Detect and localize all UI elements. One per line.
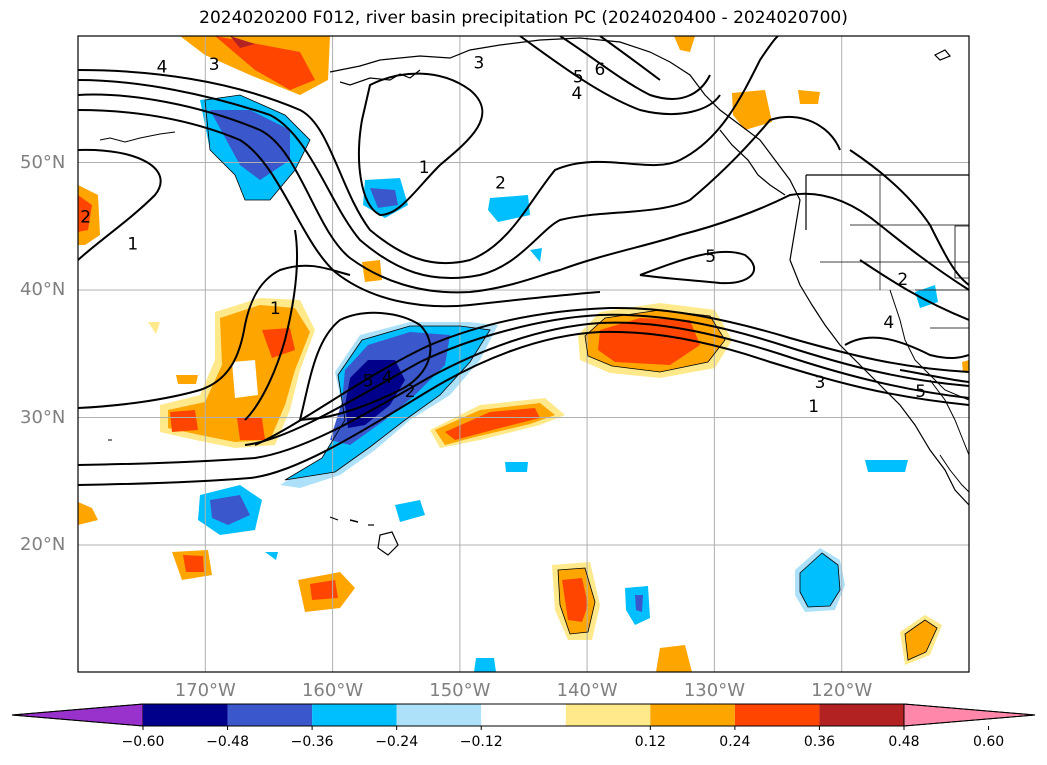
latitude-label: 50°N (20, 152, 66, 174)
longitude-label: 170°W (174, 680, 236, 701)
longitude-label: 120°W (811, 680, 873, 701)
colorbar-bin (396, 704, 482, 726)
contour-lines (78, 36, 969, 486)
colorbar-tick-label: 0.60 (972, 734, 1005, 750)
contour-value-label: 5 (573, 68, 584, 88)
contour-value-label: 4 (883, 313, 894, 333)
positive-anomaly-region (215, 36, 315, 90)
colorbar-tick-label: 0.36 (803, 734, 836, 750)
colorbar-bin (481, 704, 566, 726)
colorbar-under-extension (11, 703, 144, 727)
latitude-label: 20°N (20, 533, 66, 555)
colorbar-tick-label: 0.12 (634, 734, 666, 750)
colorbar-bin (819, 704, 904, 726)
colorbar-bin (734, 704, 820, 726)
contour-value-label: 5 (363, 372, 374, 392)
contour-value-label: 1 (127, 234, 138, 254)
contour-value-label: 4 (572, 84, 583, 104)
colorbar-bin (650, 704, 735, 726)
contour-value-label: 3 (815, 373, 826, 393)
contour-value-label: 1 (419, 158, 430, 178)
contour-value-label: 2 (80, 208, 91, 228)
contour-value-label: 6 (594, 60, 605, 80)
colorbar-tick-label: −0.60 (121, 734, 165, 750)
contour-value-label: 3 (474, 54, 485, 74)
colorbar-tick-label: −0.36 (290, 734, 334, 750)
longitude-label: 150°W (429, 680, 491, 701)
latitude-label: 30°N (20, 406, 66, 428)
colorbar-bin (143, 704, 228, 726)
contour-value-label: 4 (157, 58, 168, 78)
colorbar-bin (227, 704, 313, 726)
colorbar-tick-label: −0.12 (459, 734, 503, 750)
longitude-label: 140°W (556, 680, 618, 701)
contour-value-label: 5 (705, 247, 716, 267)
colorbar-bin (565, 704, 651, 726)
colorbar-over-extension (903, 703, 1036, 727)
contour-value-label: 1 (270, 299, 281, 319)
longitude-label: 160°W (301, 680, 364, 701)
latitude-label: 40°N (20, 279, 66, 301)
map-frame (77, 35, 970, 673)
contour-value-label: 4 (382, 368, 393, 388)
contour-value-label: 2 (495, 173, 506, 193)
longitude-label: 130°W (683, 680, 745, 701)
colorbar-tick-label: 0.48 (888, 734, 920, 750)
contour-value-label: 1 (808, 397, 819, 417)
contour-value-label: 2 (897, 270, 908, 290)
coastlines (99, 37, 969, 556)
colorbar-tick-label: 0.24 (719, 734, 751, 750)
contour-value-label: 5 (915, 382, 926, 402)
map-title: 2024020200 F012, river basin precipitati… (199, 8, 848, 28)
contour-value-label: 3 (209, 55, 220, 75)
colorbar-tick-label: −0.48 (206, 734, 249, 750)
colorbar-bin (312, 704, 397, 726)
colorbar-tick-label: −0.24 (375, 734, 419, 750)
contour-value-label: 2 (405, 382, 416, 402)
